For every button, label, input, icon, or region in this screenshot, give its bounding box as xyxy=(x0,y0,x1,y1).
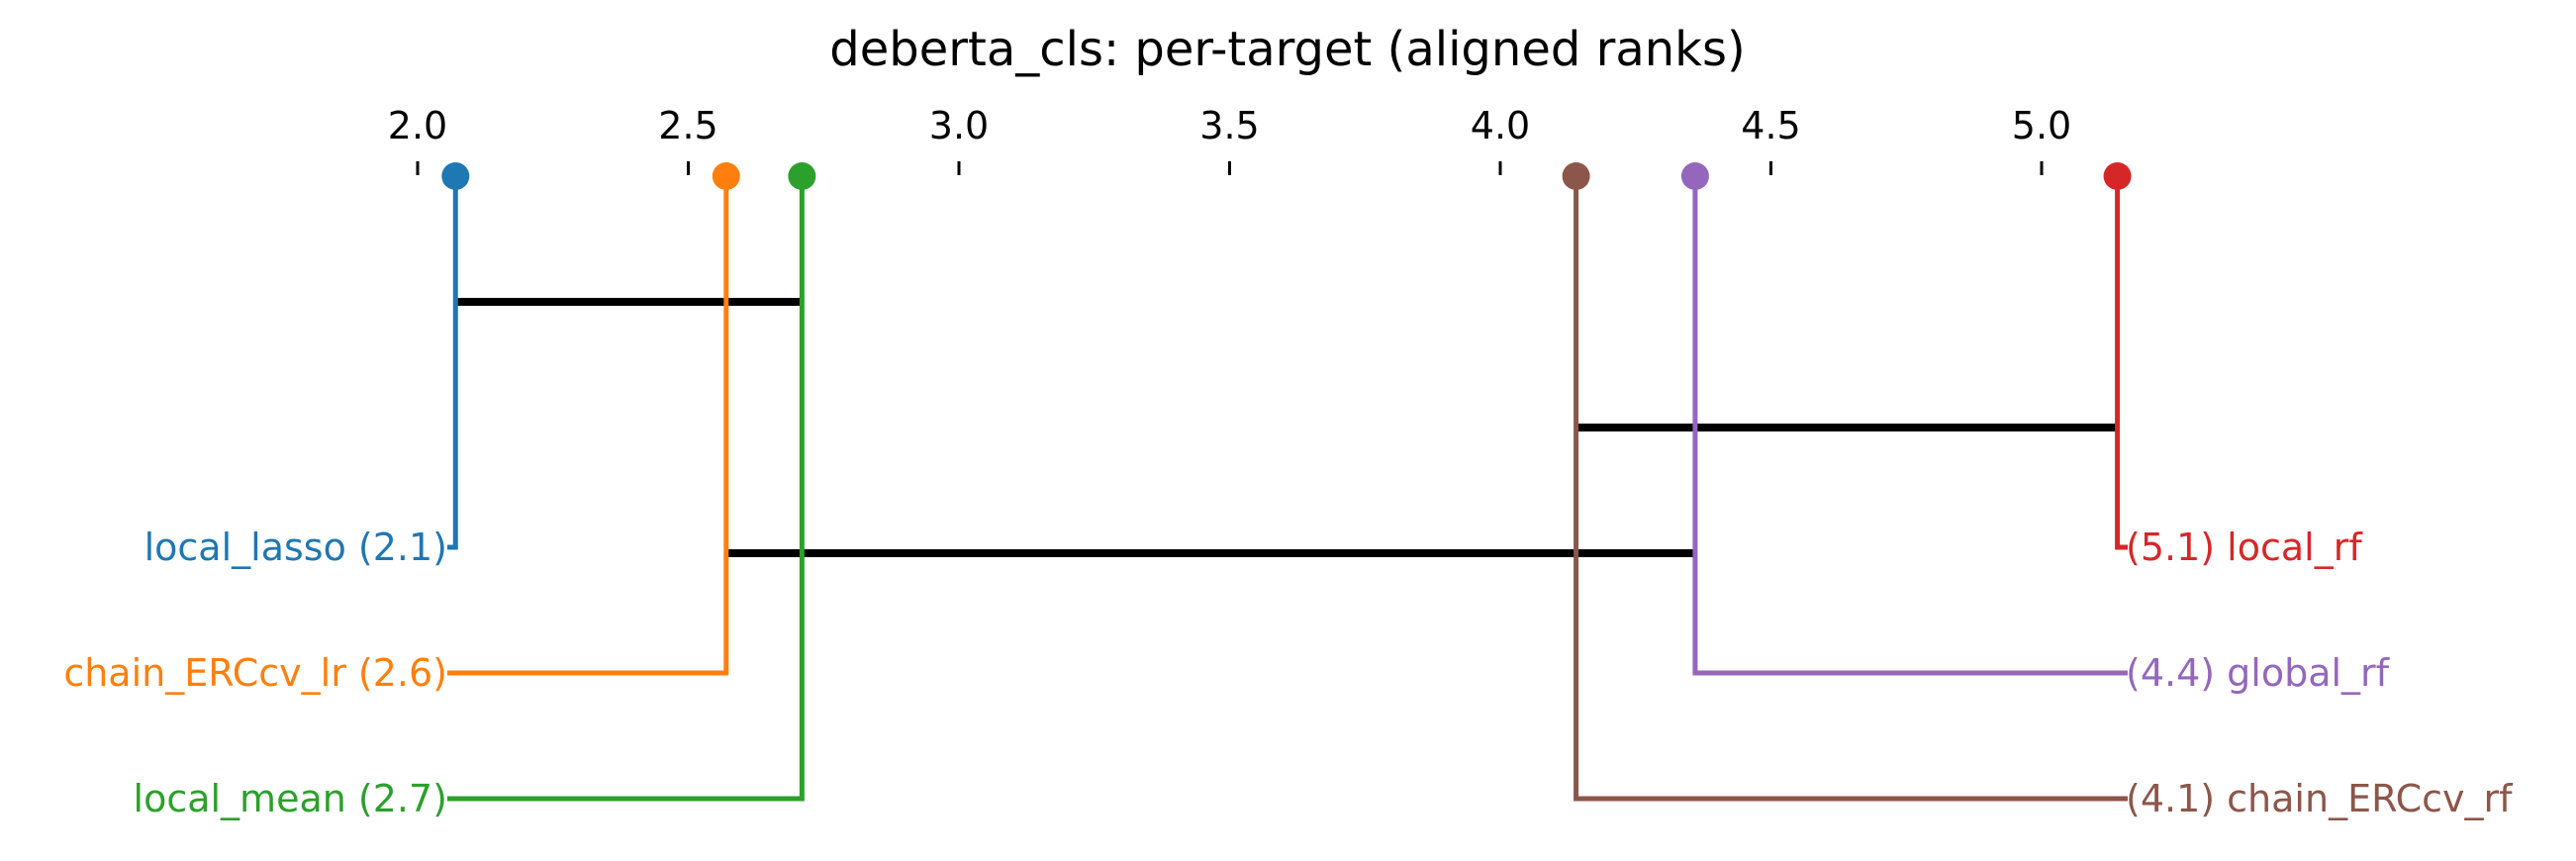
method-markers: local_lasso (2.1) chain_ERCcv_lr (2.6) loc… xyxy=(63,162,2514,820)
method-connector xyxy=(447,176,805,802)
method-local-lasso: local_lasso (2.1) xyxy=(144,162,470,569)
method-label: (4.4) global_rf xyxy=(2126,651,2391,695)
method-rank-marker xyxy=(2103,162,2132,190)
method-connector xyxy=(2115,176,2128,550)
method-rank-marker xyxy=(788,162,816,190)
method-local-mean: local_mean (2.7) xyxy=(134,162,816,820)
method-connector xyxy=(1692,176,2128,676)
rank-axis: 2.0 2.5 3.0 3.5 4.0 4.5 5.0 xyxy=(388,104,2071,175)
method-rank-marker xyxy=(1680,162,1709,190)
method-label: local_mean (2.7) xyxy=(134,777,447,820)
method-label: chain_ERCcv_lr (2.6) xyxy=(63,651,447,695)
method-chain-ERCcv-lr: chain_ERCcv_lr (2.6) xyxy=(63,162,740,695)
method-rank-marker xyxy=(1562,162,1590,190)
method-local-rf: (5.1) local_rf xyxy=(2103,162,2363,569)
method-connector xyxy=(447,176,729,676)
method-connector xyxy=(447,176,458,550)
method-rank-marker xyxy=(712,162,740,190)
axis-tick-label: 5.0 xyxy=(2012,104,2071,147)
axis-tick-label: 3.0 xyxy=(929,104,989,147)
method-label: local_lasso (2.1) xyxy=(144,526,447,569)
clique-bars xyxy=(455,298,2118,557)
method-label: (5.1) local_rf xyxy=(2126,526,2363,569)
axis-tick-label: 3.5 xyxy=(1199,104,1259,147)
method-label: (4.1) chain_ERCcv_rf xyxy=(2126,777,2514,820)
method-global-rf: (4.4) global_rf xyxy=(1680,162,2391,695)
axis-tick-label: 2.5 xyxy=(658,104,717,147)
chart-title: deberta_cls: per-target (aligned ranks) xyxy=(829,22,1745,77)
axis-tick-label: 4.5 xyxy=(1741,104,1800,147)
method-rank-marker xyxy=(441,162,470,190)
method-chain-ERCcv-rf: (4.1) chain_ERCcv_rf xyxy=(1562,162,2514,820)
axis-tick-label: 4.0 xyxy=(1471,104,1530,147)
method-connector xyxy=(1574,176,2128,802)
axis-tick-label: 2.0 xyxy=(388,104,447,147)
